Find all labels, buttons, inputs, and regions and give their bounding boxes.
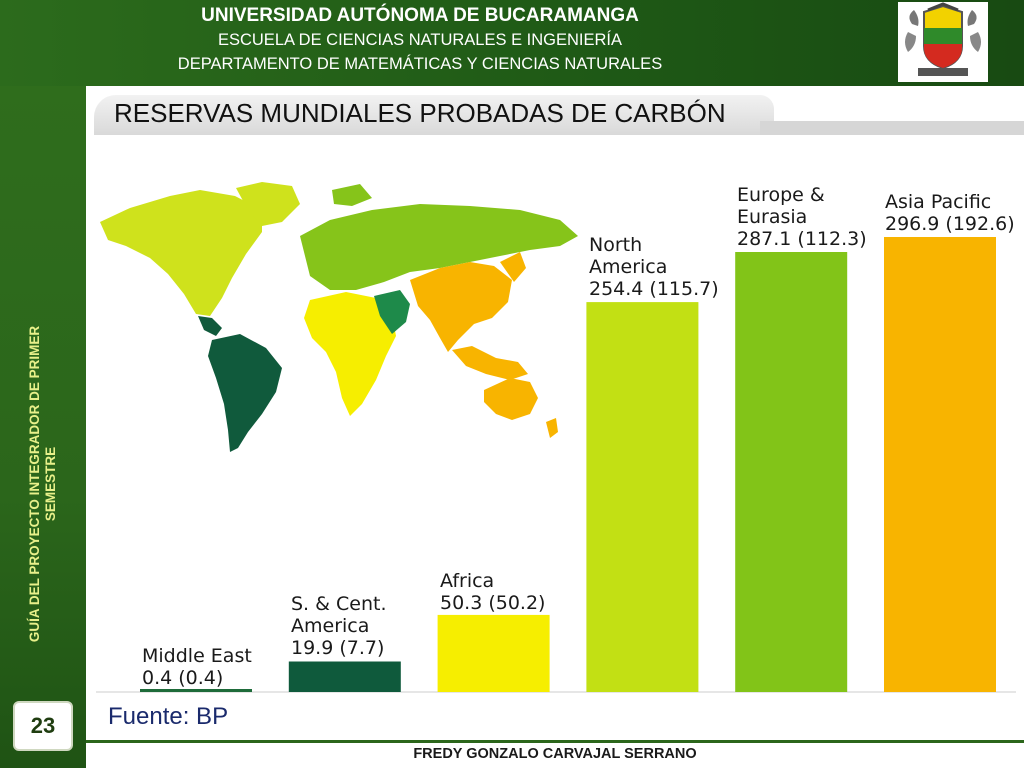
department-name: DEPARTAMENTO DE MATEMÁTICAS Y CIENCIAS N… — [177, 55, 663, 73]
footer-author: FREDY GONZALO CARVAJAL SERRANO — [413, 746, 697, 762]
label-europe-eurasia-value: 287.1 (112.3) — [737, 228, 867, 250]
label-north-america-name-2: America — [589, 256, 667, 278]
bar-africa — [437, 614, 550, 692]
footer-divider — [86, 740, 1024, 743]
label-middle-east-value: 0.4 (0.4) — [142, 667, 223, 689]
label-s-cent-america-value: 19.9 (7.7) — [291, 637, 384, 659]
label-asia-pacific-value: 296.9 (192.6) — [885, 213, 1015, 235]
slide-title: RESERVAS MUNDIALES PROBADAS DE CARBÓN — [114, 98, 726, 128]
left-sidebar: GUÍA DEL PROYECTO INTEGRADOR DE PRIMER S… — [0, 86, 86, 768]
university-name: UNIVERSIDAD AUTÓNOMA DE BUCARAMANGA — [201, 5, 639, 26]
label-africa-name: Africa — [440, 570, 494, 592]
label-north-america-name-1: North — [589, 234, 642, 256]
world-map-illustration — [100, 182, 578, 452]
label-asia-pacific-name: Asia Pacific — [885, 191, 991, 213]
title-strip — [760, 121, 1024, 135]
label-africa-value: 50.3 (50.2) — [440, 592, 545, 614]
bar-asia-pacific — [884, 237, 996, 692]
label-middle-east-name: Middle East — [142, 645, 252, 667]
label-north-america-value: 254.4 (115.7) — [589, 278, 719, 300]
header-text: UNIVERSIDAD AUTÓNOMA DE BUCARAMANGA ESCU… — [0, 4, 840, 76]
source-note: Fuente: BP — [108, 703, 229, 730]
header-banner: UNIVERSIDAD AUTÓNOMA DE BUCARAMANGA ESCU… — [0, 0, 1024, 86]
university-seal-icon — [898, 2, 988, 82]
label-s-cent-america-name-2: America — [291, 615, 369, 637]
title-tab — [94, 95, 774, 135]
bar-middle-east — [140, 689, 252, 692]
label-s-cent-america-name-1: S. & Cent. — [291, 593, 386, 615]
bar-s-cent-america — [288, 661, 401, 692]
bar-north-america — [586, 302, 699, 692]
data-labels: Middle East 0.4 (0.4) S. & Cent. America… — [142, 184, 1015, 689]
label-europe-eurasia-name-2: Eurasia — [737, 206, 807, 228]
bar-europe-eurasia — [735, 252, 848, 692]
bar-group — [140, 237, 996, 692]
page-number: 23 — [13, 701, 73, 751]
school-name: ESCUELA DE CIENCIAS NATURALES E INGENIER… — [217, 31, 623, 49]
label-europe-eurasia-name-1: Europe & — [737, 184, 825, 206]
